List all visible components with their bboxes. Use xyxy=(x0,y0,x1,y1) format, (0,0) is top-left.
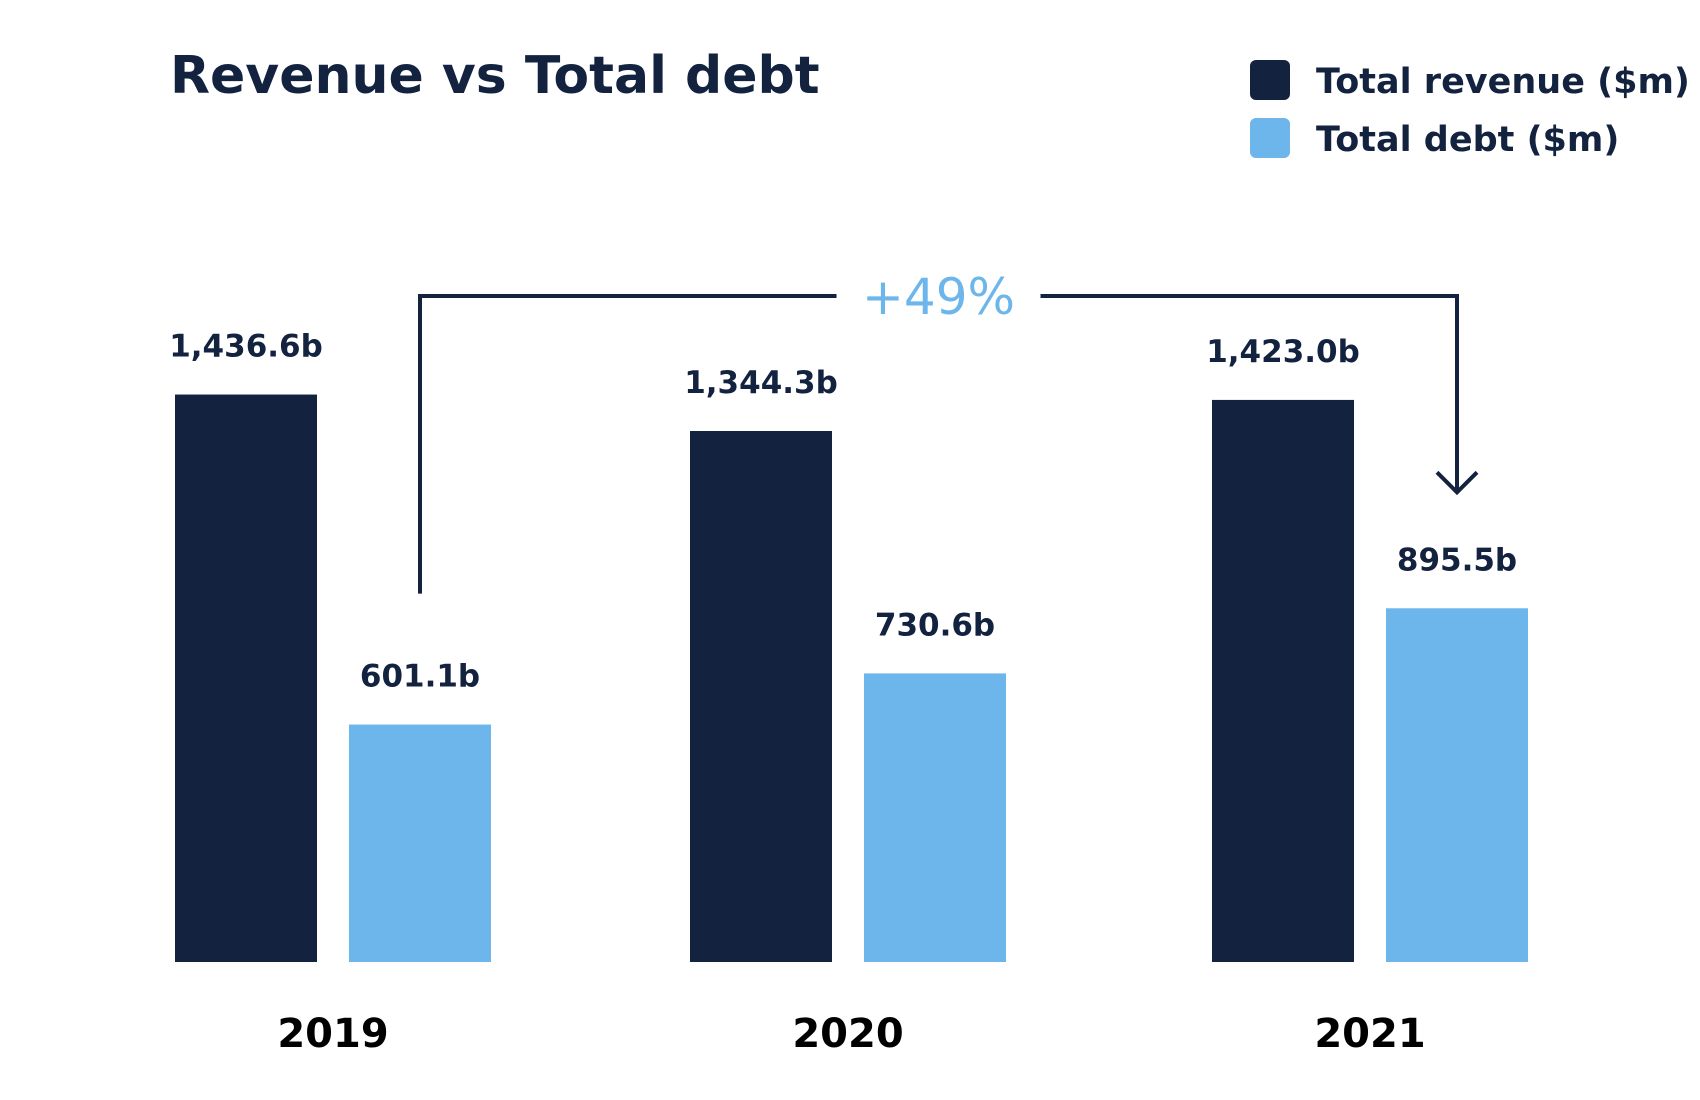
bracket-right-line xyxy=(1040,294,1459,493)
value-label-debt-2020: 730.6b xyxy=(875,607,995,643)
bars: 1,436.6b 601.1b 2019 1,344.3b 730.6b 2020 1,42… xyxy=(169,329,1528,1057)
bar-debt-2021 xyxy=(1386,608,1528,962)
legend-swatch-debt xyxy=(1250,118,1290,158)
value-label-debt-2019: 601.1b xyxy=(360,659,480,695)
category-label-2019: 2019 xyxy=(277,1011,388,1057)
value-label-revenue-2020: 1,344.3b xyxy=(684,365,838,401)
bracket-left-line xyxy=(418,294,837,594)
value-label-revenue-2019: 1,436.6b xyxy=(169,329,323,365)
legend-label-revenue: Total revenue ($m) xyxy=(1316,62,1690,102)
legend-swatch-revenue xyxy=(1250,60,1290,100)
arrow-down-icon xyxy=(1435,470,1479,496)
bar-revenue-2020 xyxy=(690,431,832,963)
legend-label-debt: Total debt ($m) xyxy=(1316,120,1619,160)
change-annotation: +49% xyxy=(418,268,1479,594)
bar-revenue-2021 xyxy=(1212,399,1354,962)
legend-item-revenue: Total revenue ($m) xyxy=(1250,60,1690,102)
value-label-revenue-2021: 1,423.0b xyxy=(1206,334,1360,370)
category-label-2020: 2020 xyxy=(792,1011,903,1057)
chart-title: Revenue vs Total debt xyxy=(170,46,820,106)
legend: Total revenue ($m) Total debt ($m) xyxy=(1250,60,1690,160)
category-label-2021: 2021 xyxy=(1314,1011,1425,1057)
bar-revenue-2019 xyxy=(175,394,317,963)
value-label-debt-2021: 895.5b xyxy=(1397,542,1517,578)
bar-debt-2019 xyxy=(349,724,491,962)
change-label: +49% xyxy=(862,268,1015,326)
legend-item-debt: Total debt ($m) xyxy=(1250,118,1619,160)
bar-debt-2020 xyxy=(864,673,1006,962)
